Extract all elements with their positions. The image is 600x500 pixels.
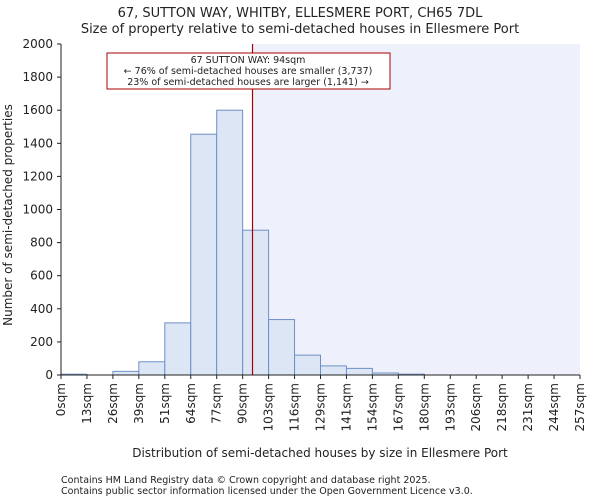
chart-subtitle: Size of property relative to semi-detach… xyxy=(81,22,519,37)
bar-39sqm xyxy=(138,361,166,376)
y-axis-label: Number of semi-detached properties xyxy=(1,104,15,326)
x-tick-label-257sqm: 257sqm xyxy=(573,383,587,431)
bar-129sqm xyxy=(320,365,347,376)
x-tick-label-129sqm: 129sqm xyxy=(314,383,328,431)
y-tick-label-1600: 1600 xyxy=(22,103,53,117)
footer-line-2: Contains public sector information licen… xyxy=(61,486,473,497)
x-tick-label-39sqm: 39sqm xyxy=(132,383,146,424)
x-tick-label-167sqm: 167sqm xyxy=(391,383,405,431)
y-tick-label-1800: 1800 xyxy=(22,70,53,84)
x-tick-label-90sqm: 90sqm xyxy=(236,383,250,424)
x-tick-label-141sqm: 141sqm xyxy=(339,383,353,431)
x-tick-label-103sqm: 103sqm xyxy=(262,383,276,431)
y-tick-label-2000: 2000 xyxy=(22,37,53,51)
y-tick-label-800: 800 xyxy=(30,236,53,250)
y-axis-ticks: 0 200 400 600 800 1000 1200 1400 1600 1800 2000 xyxy=(22,37,61,382)
bar-26sqm xyxy=(112,370,140,376)
bars-group xyxy=(60,109,425,376)
chart-title: 67, SUTTON WAY, WHITBY, ELLESMERE PORT, … xyxy=(118,6,484,21)
y-tick-label-1000: 1000 xyxy=(22,203,53,217)
x-tick-label-0sqm: 0sqm xyxy=(54,383,68,416)
x-tick-label-13sqm: 13sqm xyxy=(80,383,94,424)
bar-90sqm xyxy=(242,229,270,376)
x-tick-label-77sqm: 77sqm xyxy=(210,383,224,424)
annotation-smaller: ← 76% of semi-detached houses are smalle… xyxy=(124,66,373,77)
x-tick-label-193sqm: 193sqm xyxy=(443,383,457,431)
annotation-larger: 23% of semi-detached houses are larger (… xyxy=(127,77,369,88)
x-tick-label-180sqm: 180sqm xyxy=(417,383,431,431)
y-tick-label-600: 600 xyxy=(30,269,53,283)
bar-141sqm xyxy=(345,367,373,376)
y-tick-label-200: 200 xyxy=(30,335,53,349)
annotation-box: 67 SUTTON WAY: 94sqm ← 76% of semi-detac… xyxy=(106,52,391,90)
x-tick-label-116sqm: 116sqm xyxy=(288,383,302,431)
x-tick-label-154sqm: 154sqm xyxy=(365,383,379,431)
bar-64sqm xyxy=(190,133,218,376)
x-axis-label: Distribution of semi-detached houses by … xyxy=(132,446,508,460)
bar-77sqm xyxy=(216,109,244,376)
x-tick-label-231sqm: 231sqm xyxy=(521,383,535,431)
y-tick-label-1200: 1200 xyxy=(22,169,53,183)
y-tick-label-400: 400 xyxy=(30,302,53,316)
annotation-title: 67 SUTTON WAY: 94sqm xyxy=(191,55,306,66)
x-tick-label-26sqm: 26sqm xyxy=(106,383,120,424)
bar-51sqm xyxy=(164,322,192,376)
x-tick-label-218sqm: 218sqm xyxy=(495,383,509,431)
bar-116sqm xyxy=(294,354,321,376)
x-tick-label-244sqm: 244sqm xyxy=(547,383,561,431)
y-tick-label-0: 0 xyxy=(45,368,53,382)
x-axis-ticks: 0sqm 13sqm 26sqm 39sqm 51sqm 64sqm 77sqm 90sqm 1… xyxy=(54,375,587,431)
x-tick-label-64sqm: 64sqm xyxy=(184,383,198,424)
footer-line-1: Contains HM Land Registry data © Crown c… xyxy=(61,475,431,486)
bar-103sqm xyxy=(268,319,296,376)
larger-region-shading xyxy=(252,44,581,375)
x-tick-label-206sqm: 206sqm xyxy=(469,383,483,431)
y-tick-label-1400: 1400 xyxy=(22,136,53,150)
x-tick-label-51sqm: 51sqm xyxy=(158,383,172,424)
